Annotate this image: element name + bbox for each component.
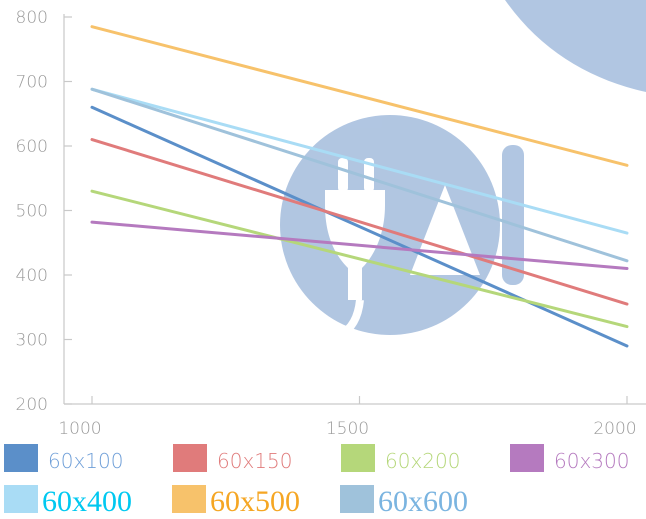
- legend-swatch-60x100: [4, 444, 38, 472]
- y-tick-label: 700: [16, 73, 48, 93]
- series-line-60x400: [90, 87, 629, 235]
- series-line-60x150: [90, 138, 629, 306]
- x-tick-group: 1000 1500 2000: [58, 396, 637, 439]
- y-tick-label: 400: [16, 266, 48, 286]
- watermark-letter-l: [502, 145, 524, 285]
- x-tick-label: 2000: [593, 419, 636, 439]
- legend-swatch-60x300: [510, 444, 544, 472]
- x-tick-label: 1000: [58, 419, 101, 439]
- y-tick-label: 500: [16, 202, 48, 222]
- legend-label-60x600: 60x600: [378, 485, 468, 518]
- series-line-60x600: [90, 87, 629, 263]
- legend-swatch-60x500: [172, 485, 206, 513]
- legend-swatch-60x600: [340, 485, 374, 513]
- legend-swatch-60x150: [173, 444, 207, 472]
- series-line-60x500: [90, 25, 629, 167]
- watermark-leaf-shape: [505, 0, 646, 92]
- legend-swatch-60x400: [4, 485, 38, 513]
- series-group: [90, 25, 629, 348]
- y-tick-group: 200 300 400 500 600 700 800: [16, 8, 72, 415]
- legend-label-60x300: 60x300: [554, 449, 629, 473]
- legend-label-60x200: 60x200: [385, 449, 460, 473]
- legend-swatch-60x200: [341, 444, 375, 472]
- series-line-60x100: [90, 105, 629, 348]
- y-tick-label: 200: [16, 395, 48, 415]
- watermark-logo: [280, 0, 646, 339]
- y-tick-label: 800: [16, 8, 48, 28]
- y-tick-label: 600: [16, 137, 48, 157]
- y-tick-label: 300: [16, 331, 48, 351]
- x-tick-label: 1500: [326, 419, 369, 439]
- legend-label-60x400: 60x400: [42, 485, 132, 518]
- legend: 60x100 60x150 60x200 60x300 60x400 60x500 60x6…: [4, 444, 629, 518]
- legend-label-60x150: 60x150: [217, 449, 292, 473]
- series-line-60x200: [90, 189, 629, 329]
- series-line-60x300: [90, 220, 629, 271]
- legend-label-60x500: 60x500: [210, 485, 300, 518]
- legend-label-60x100: 60x100: [48, 449, 123, 473]
